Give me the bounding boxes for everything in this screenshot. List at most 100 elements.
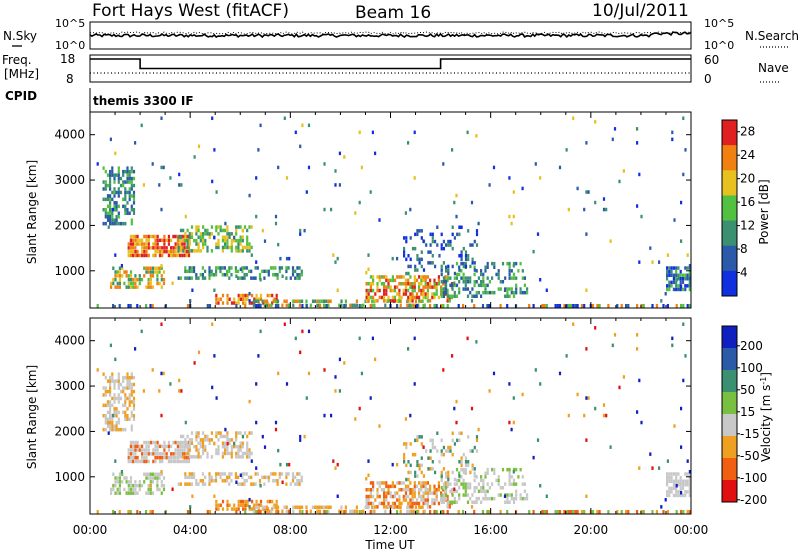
velocity-colorbar-tick-label: 100 [740, 361, 763, 375]
power-cell [442, 282, 445, 286]
power-cell [268, 293, 272, 298]
power-cell [688, 304, 691, 308]
power-cell [164, 304, 167, 308]
power-cell [122, 204, 125, 209]
velocity-cell [208, 482, 211, 486]
power-cell [138, 238, 141, 243]
power-cell [369, 288, 372, 293]
velocity-cell [167, 440, 170, 445]
power-cell [495, 272, 498, 277]
power-cell [407, 271, 410, 276]
velocity-cell [307, 371, 311, 376]
power-cell [109, 218, 112, 222]
power-cell [360, 165, 363, 170]
power-cell [109, 215, 112, 219]
power-cell [499, 280, 502, 284]
power-cell [411, 285, 414, 289]
velocity-cell [280, 472, 284, 476]
power-cell [128, 169, 131, 174]
power-cell [115, 218, 118, 222]
power-cell [217, 232, 220, 236]
velocity-cell [161, 444, 164, 449]
velocity-cell [106, 410, 110, 415]
power-cell [532, 304, 535, 308]
velocity-cell [285, 509, 288, 514]
power-cell [259, 278, 262, 282]
velocity-cell [113, 407, 116, 411]
velocity-cell [433, 498, 436, 502]
velocity-cell [245, 479, 248, 483]
power-cell [161, 249, 164, 254]
power-cell [681, 273, 685, 277]
power-cell [662, 304, 665, 308]
velocity-cell [283, 322, 286, 326]
velocity-cell [447, 449, 450, 453]
power-cell [176, 242, 179, 246]
power-cell [437, 295, 440, 300]
power-cell [250, 276, 253, 280]
power-cell [132, 201, 136, 205]
velocity-cell [415, 501, 419, 506]
velocity-cell [124, 410, 127, 415]
velocity-cell [668, 475, 671, 480]
power-cell [369, 282, 372, 286]
power-cell [182, 249, 185, 253]
velocity-cell [602, 413, 606, 418]
power-cell [318, 299, 321, 303]
power-cell [688, 287, 691, 292]
velocity-cell [111, 403, 114, 408]
velocity-cell [455, 399, 458, 404]
velocity-cell [407, 460, 410, 464]
velocity-cell [480, 486, 483, 490]
power-cell [111, 190, 114, 195]
velocity-cell [241, 455, 244, 459]
velocity-cell [118, 472, 121, 476]
power-cell [429, 282, 432, 286]
velocity-cell [613, 333, 617, 337]
power-cell [274, 214, 278, 219]
power-cell [307, 123, 311, 128]
velocity-cell [158, 444, 162, 449]
velocity-cell [248, 498, 251, 502]
velocity-colorbar-frame [721, 325, 738, 503]
power-cell [109, 180, 112, 184]
power-cell [541, 304, 544, 308]
power-cell [471, 257, 474, 262]
power-cell [237, 249, 240, 253]
velocity-cell [376, 491, 379, 495]
velocity-cell [163, 440, 166, 445]
power-cell [235, 232, 238, 236]
velocity-cell [104, 414, 107, 418]
power-cell [420, 257, 423, 262]
velocity-cell [132, 400, 136, 404]
velocity-cell [241, 451, 244, 456]
power-cell [445, 265, 448, 269]
power-cell [682, 116, 685, 120]
velocity-cell [184, 420, 187, 425]
power-cell [462, 246, 465, 251]
velocity-cell [389, 491, 392, 495]
power-cell [299, 232, 302, 236]
power-cell [184, 235, 187, 239]
power-cell [486, 304, 489, 308]
power-cell [418, 261, 421, 265]
velocity-cell [510, 482, 513, 486]
power-cell [387, 295, 390, 300]
power-cell [177, 245, 180, 250]
velocity-cell [251, 499, 254, 504]
velocity-cell [418, 463, 421, 468]
velocity-cell [385, 481, 388, 485]
velocity-cell [455, 467, 459, 472]
power-cell [419, 299, 422, 303]
velocity-cell [396, 462, 399, 467]
velocity-cell [248, 451, 251, 456]
power-cell [178, 183, 181, 187]
power-cell [184, 276, 187, 280]
power-cell [684, 266, 687, 270]
power-cell [640, 214, 643, 219]
velocity-cell [445, 449, 448, 453]
power-cell [179, 249, 183, 253]
power-cell [224, 221, 227, 226]
velocity-cell [149, 480, 152, 484]
power-cell [132, 253, 135, 258]
